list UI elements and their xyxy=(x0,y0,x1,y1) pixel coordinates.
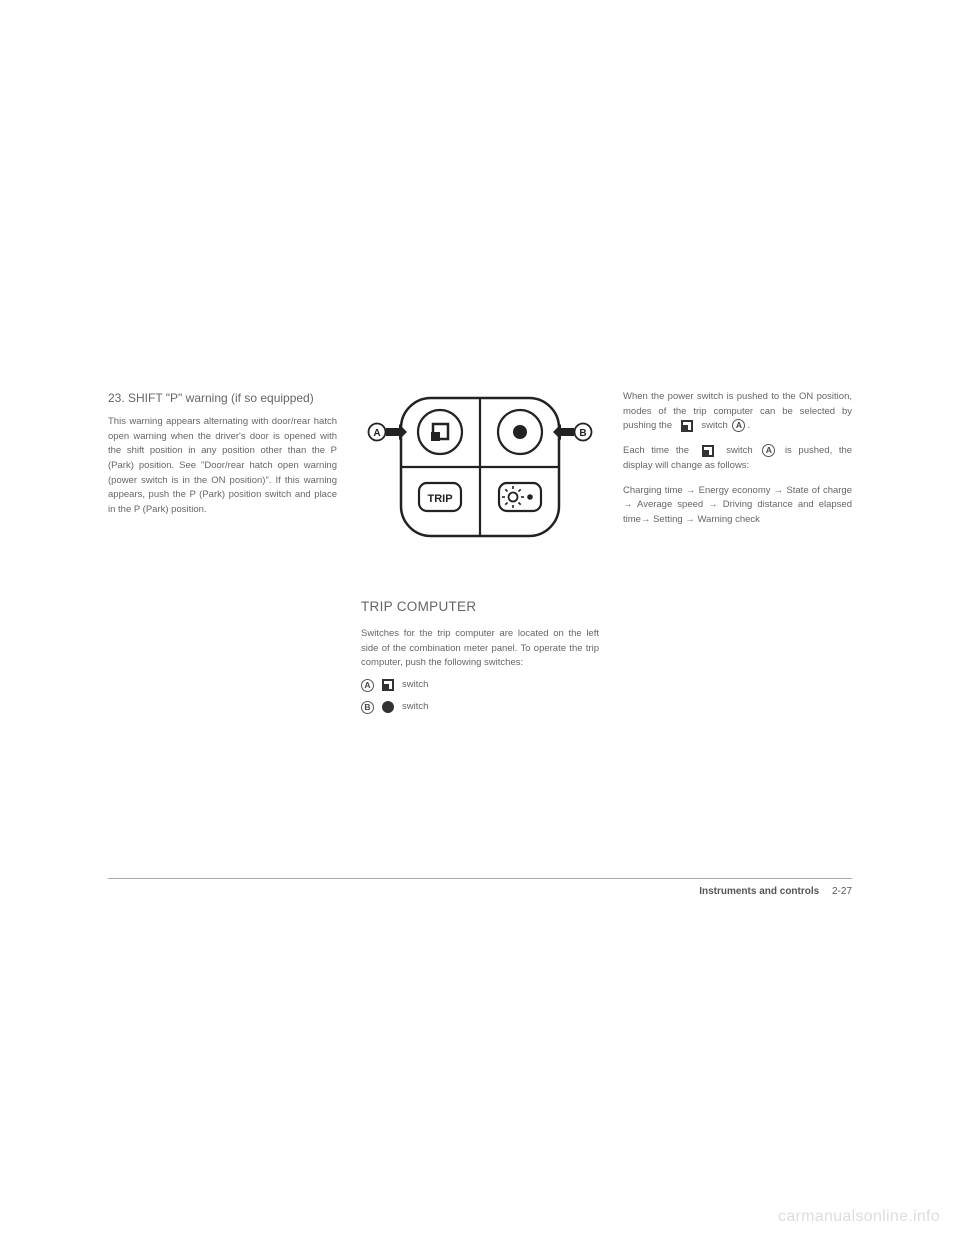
letter-a-inline2: A xyxy=(762,444,775,457)
switch-b-label: switch xyxy=(402,700,428,715)
column-3: When the power switch is pushed to the O… xyxy=(623,390,852,722)
col3-p1c: . xyxy=(747,420,750,431)
shift-p-body: This warning appears alternating with do… xyxy=(108,415,337,518)
column-2: TRIP A B xyxy=(361,390,599,722)
square-switch-icon-inline2 xyxy=(702,445,714,457)
shift-p-heading: 23. SHIFT "P" warning (if so equipped) xyxy=(108,390,337,407)
switch-b-row: B switch xyxy=(361,700,599,715)
column-1: 23. SHIFT "P" warning (if so equipped) T… xyxy=(108,390,337,722)
footer-page: 2-27 xyxy=(832,886,852,897)
svg-text:TRIP: TRIP xyxy=(427,493,452,505)
col3-p2a: Each time the xyxy=(623,445,689,456)
square-switch-icon xyxy=(382,679,394,691)
footer-section: Instruments and controls xyxy=(699,886,819,897)
footer-rule xyxy=(108,878,852,879)
trip-computer-intro: Switches for the trip computer are locat… xyxy=(361,627,599,671)
col3-p2b: switch xyxy=(726,445,752,456)
letter-a-icon: A xyxy=(361,679,374,692)
col3-p1b: switch xyxy=(701,420,727,431)
switch-a-label: switch xyxy=(402,678,428,693)
letter-b-icon: B xyxy=(361,701,374,714)
col3-para2: Each time the switch A is pushed, the di… xyxy=(623,444,852,473)
trip-computer-heading: TRIP COMPUTER xyxy=(361,597,599,618)
letter-a-inline1: A xyxy=(732,419,745,432)
dot-switch-icon xyxy=(382,701,394,713)
watermark: carmanualsonline.info xyxy=(778,1208,940,1226)
col3-para3: Charging time → Energy economy → State o… xyxy=(623,484,852,528)
square-switch-icon-inline1 xyxy=(681,420,693,432)
svg-text:A: A xyxy=(373,428,380,439)
page-content: 23. SHIFT "P" warning (if so equipped) T… xyxy=(108,390,852,722)
svg-text:B: B xyxy=(579,428,586,439)
trip-switch-figure: TRIP A B xyxy=(361,390,599,573)
col3-para1: When the power switch is pushed to the O… xyxy=(623,390,852,434)
footer: Instruments and controls 2-27 xyxy=(699,886,852,897)
switch-a-row: A switch xyxy=(361,678,599,693)
